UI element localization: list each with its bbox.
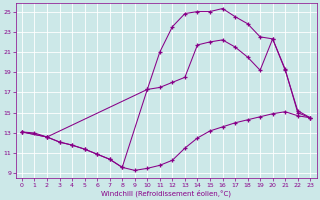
X-axis label: Windchill (Refroidissement éolien,°C): Windchill (Refroidissement éolien,°C) bbox=[101, 189, 231, 197]
